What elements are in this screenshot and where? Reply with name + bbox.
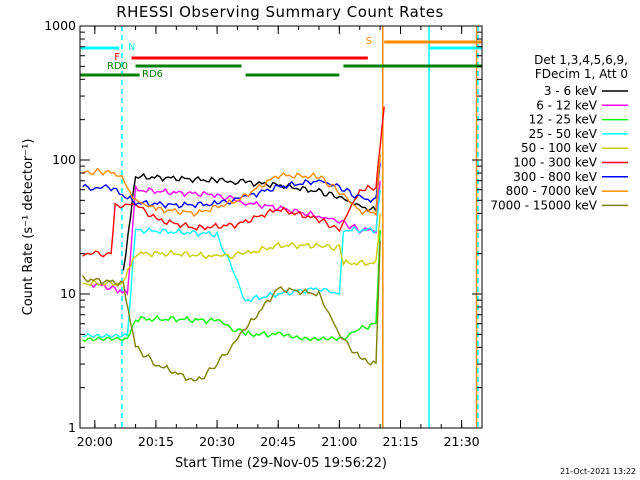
y-tick-label-0: 1 (68, 420, 76, 435)
x-tick-label-1: 20:15 (138, 434, 174, 449)
series-line-8 (82, 240, 381, 382)
x-tick-label-5: 21:15 (382, 434, 418, 449)
y-tick-label-2: 100 (52, 152, 76, 167)
legend-header-0: Det 1,3,4,5,6,9, (534, 53, 628, 67)
legend-label-8: 7000 - 15000 keV (490, 198, 597, 212)
legend-label-1: 6 - 12 keV (536, 98, 598, 112)
x-tick-label-6: 21:30 (444, 434, 480, 449)
series-line-3 (82, 189, 381, 339)
axis-ticks: 20:00 20:15 20:30 20:45 21:00 21:15 21:30 1 10 10… (44, 18, 483, 449)
legend-label-6: 300 - 800 keV (513, 170, 597, 184)
x-axis-label: Start Time (29-Nov-05 19:56:22) (175, 456, 387, 471)
state-label-f: F (114, 52, 120, 63)
y-tick-label-3: 1000 (44, 18, 76, 33)
x-tick-label-3: 20:45 (260, 434, 296, 449)
series-line-7 (82, 154, 381, 218)
plot-frame (79, 25, 483, 429)
series-line-5 (82, 106, 385, 258)
y-tick-label-1: 10 (60, 286, 76, 301)
chart-title: RHESSI Observing Summary Count Rates (116, 3, 444, 21)
state-label-n: N (128, 42, 135, 53)
legend-label-2: 12 - 25 keV (529, 113, 598, 127)
legend-label-5: 100 - 300 keV (513, 156, 597, 170)
plot-area (121, 26, 479, 428)
state-label-s: S (366, 36, 372, 47)
x-tick-label-0: 20:00 (77, 434, 113, 449)
state-bars: NF S RD0 RD6 (80, 36, 482, 80)
y-axis-label: Count Rate (s⁻¹ detector⁻¹) (21, 139, 36, 316)
legend-label-3: 25 - 50 keV (529, 127, 598, 141)
x-tick-label-2: 20:30 (199, 434, 235, 449)
timestamp: 21-Oct-2021 13:22 (560, 467, 636, 476)
legend: Det 1,3,4,5,6,9,FDecim 1, Att 0 3 - 6 keV… (490, 53, 628, 212)
legend-label-0: 3 - 6 keV (544, 84, 598, 98)
legend-label-7: 800 - 7000 keV (506, 184, 598, 198)
legend-label-4: 50 - 100 keV (521, 141, 598, 155)
state-label-rd0: RD0 (107, 61, 128, 72)
legend-header-1: FDecim 1, Att 0 (535, 67, 628, 81)
series-line-0 (122, 154, 381, 271)
state-label-rd6: RD6 (142, 69, 163, 80)
series-lines (82, 106, 385, 382)
series-line-4 (82, 213, 381, 287)
x-tick-label-4: 21:00 (321, 434, 357, 449)
series-line-6 (82, 162, 381, 209)
